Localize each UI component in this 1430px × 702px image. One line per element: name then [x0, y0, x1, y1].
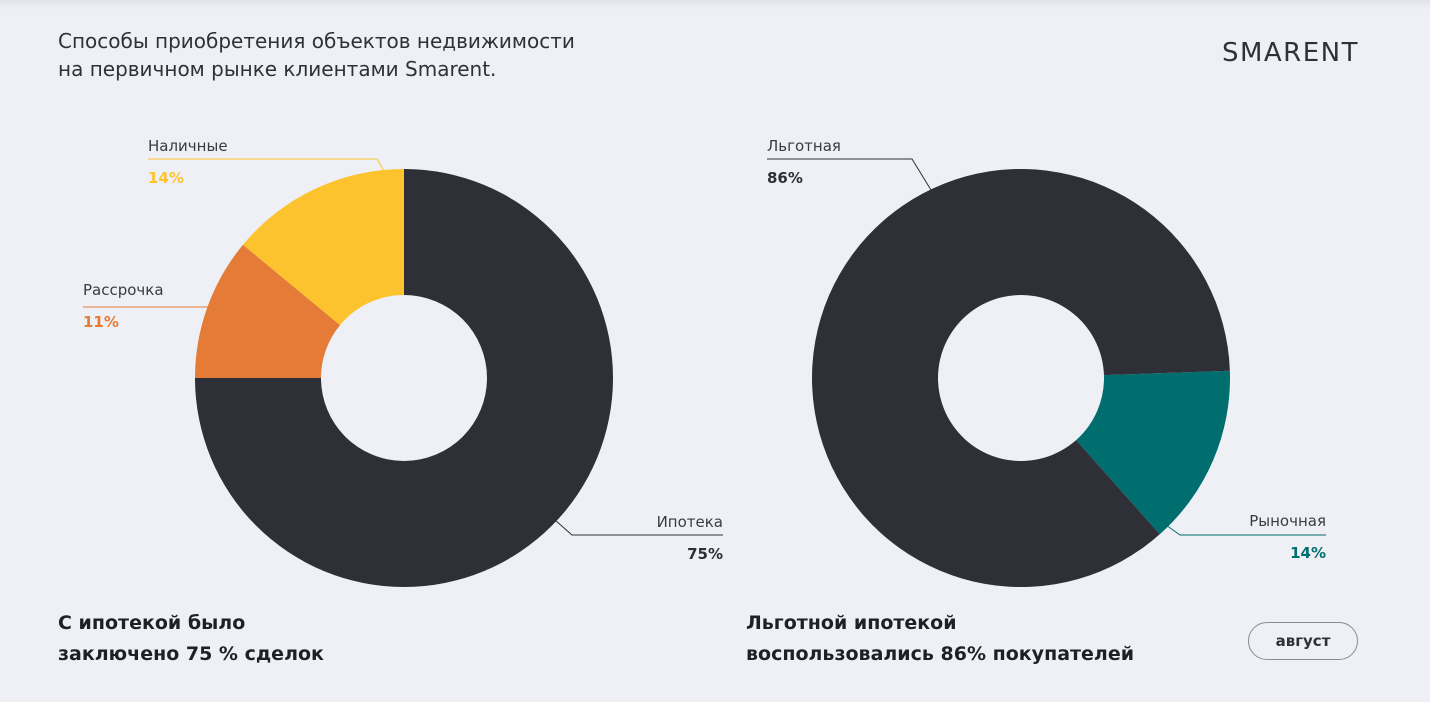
caption-mortgage-line1: Льготной ипотекой: [746, 612, 957, 634]
chart-payment-methods: Ипотека 75% Рассрочка 11% Наличные 14%: [83, 137, 723, 587]
slice-value-0-2: 14%: [148, 169, 184, 187]
slice-label-0-2: Наличные: [148, 137, 228, 155]
donut-slice-0-2: [242, 169, 404, 326]
caption-mortgage-types: Льготной ипотекой воспользовались 86% по…: [746, 608, 1134, 670]
caption-payment-line2: заключено 75 % сделок: [58, 643, 324, 665]
brand-logo: SMARENT: [1221, 38, 1359, 68]
slice-label-1-1: Льготная: [767, 137, 841, 155]
chart-mortgage-types: Рыночная 14% Льготная 86%: [767, 137, 1326, 588]
leader-line-1-1: [767, 158, 932, 191]
slice-value-1-1: 86%: [767, 169, 803, 187]
month-selector-button[interactable]: август: [1248, 622, 1358, 660]
slice-label-0-1: Рассрочка: [83, 281, 164, 299]
page-title-line2: на первичном рынке клиентами Smarent.: [58, 57, 497, 81]
leader-line-0-2: [148, 158, 385, 172]
leader-line-1-0: [1165, 524, 1326, 536]
leader-line-0-1: [83, 302, 261, 308]
slice-value-0-0: 75%: [687, 545, 723, 563]
donut-slice-0-1: [195, 244, 341, 378]
donut-slice-0-0: [195, 169, 613, 587]
donut-slice-1-0: [1076, 370, 1230, 535]
leader-line-0-0: [554, 519, 723, 536]
slice-value-0-1: 11%: [83, 313, 119, 331]
donut-slice-1-1: [812, 168, 1230, 588]
top-shadow: [0, 0, 1430, 10]
caption-payment-line1: С ипотекой было: [58, 612, 246, 634]
slice-value-1-0: 14%: [1290, 544, 1326, 562]
caption-payment-methods: С ипотекой было заключено 75 % сделок: [58, 608, 324, 670]
caption-mortgage-line2: воспользовались 86% покупателей: [746, 643, 1135, 665]
slice-label-1-0: Рыночная: [1249, 512, 1326, 530]
slice-label-0-0: Ипотека: [657, 513, 723, 531]
page-title-line1: Способы приобретения объектов недвижимос…: [58, 29, 575, 53]
page-title: Способы приобретения объектов недвижимос…: [58, 27, 678, 83]
